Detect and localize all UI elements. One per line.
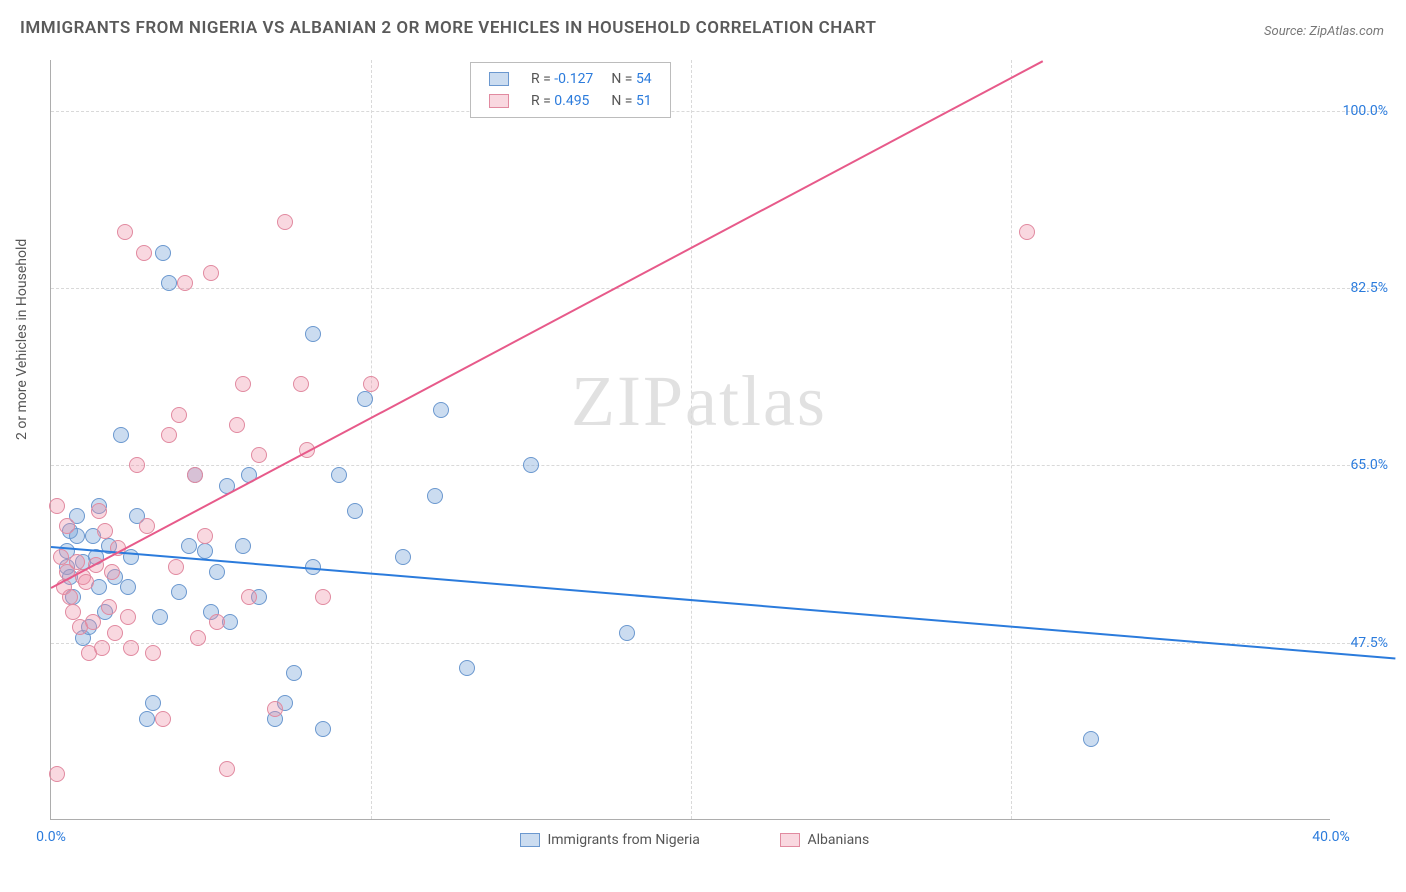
series-legend-item: Albanians bbox=[780, 832, 869, 848]
scatter-point bbox=[65, 604, 81, 620]
scatter-point bbox=[357, 391, 373, 407]
scatter-point bbox=[277, 214, 293, 230]
scatter-point bbox=[187, 467, 203, 483]
scatter-point bbox=[59, 518, 75, 534]
y-axis-label: 2 or more Vehicles in Household bbox=[14, 239, 30, 440]
scatter-point bbox=[197, 528, 213, 544]
scatter-point bbox=[97, 523, 113, 539]
scatter-point bbox=[91, 503, 107, 519]
scatter-point bbox=[168, 559, 184, 575]
scatter-point bbox=[107, 625, 123, 641]
scatter-point bbox=[161, 427, 177, 443]
scatter-point bbox=[171, 407, 187, 423]
scatter-point bbox=[1083, 731, 1099, 747]
scatter-point bbox=[619, 625, 635, 641]
gridline-horizontal bbox=[51, 465, 1380, 466]
scatter-point bbox=[78, 574, 94, 590]
scatter-point bbox=[49, 766, 65, 782]
scatter-point bbox=[363, 376, 379, 392]
series-legend-item: Immigrants from Nigeria bbox=[520, 832, 700, 848]
gridline-vertical bbox=[1011, 60, 1012, 819]
scatter-point bbox=[251, 447, 267, 463]
scatter-point bbox=[120, 609, 136, 625]
scatter-point bbox=[62, 589, 78, 605]
scatter-point bbox=[177, 275, 193, 291]
scatter-point bbox=[152, 609, 168, 625]
y-tick-label: 82.5% bbox=[1332, 280, 1388, 296]
scatter-point bbox=[433, 402, 449, 418]
y-tick-label: 47.5% bbox=[1332, 635, 1388, 651]
legend-swatch bbox=[780, 833, 800, 847]
scatter-point bbox=[49, 498, 65, 514]
scatter-point bbox=[209, 614, 225, 630]
y-tick-label: 65.0% bbox=[1332, 457, 1388, 473]
scatter-point bbox=[229, 417, 245, 433]
scatter-point bbox=[117, 224, 133, 240]
scatter-point bbox=[315, 589, 331, 605]
source-attribution: Source: ZipAtlas.com bbox=[1264, 24, 1384, 39]
chart-title: IMMIGRANTS FROM NIGERIA VS ALBANIAN 2 OR… bbox=[20, 18, 877, 38]
scatter-point bbox=[305, 326, 321, 342]
scatter-point bbox=[155, 711, 171, 727]
scatter-point bbox=[459, 660, 475, 676]
watermark: ZIPatlas bbox=[571, 360, 827, 443]
scatter-point bbox=[293, 376, 309, 392]
scatter-point bbox=[113, 427, 129, 443]
scatter-point bbox=[69, 554, 85, 570]
scatter-point bbox=[209, 564, 225, 580]
scatter-point bbox=[235, 376, 251, 392]
scatter-point bbox=[101, 599, 117, 615]
legend-swatch bbox=[489, 72, 509, 86]
scatter-point bbox=[315, 721, 331, 737]
legend-label: Immigrants from Nigeria bbox=[544, 832, 700, 848]
scatter-point bbox=[139, 711, 155, 727]
scatter-point bbox=[347, 503, 363, 519]
scatter-point bbox=[267, 701, 283, 717]
legend-swatch bbox=[520, 833, 540, 847]
scatter-point bbox=[203, 265, 219, 281]
scatter-plot-area: ZIPatlas 47.5%65.0%82.5%100.0%0.0%40.0% bbox=[50, 60, 1330, 820]
scatter-point bbox=[219, 761, 235, 777]
scatter-point bbox=[286, 665, 302, 681]
legend-swatch bbox=[489, 94, 509, 108]
scatter-point bbox=[155, 245, 171, 261]
correlation-legend: R = -0.127N = 54R = 0.495N = 51 bbox=[470, 62, 671, 118]
scatter-point bbox=[120, 579, 136, 595]
scatter-point bbox=[53, 549, 69, 565]
scatter-point bbox=[85, 614, 101, 630]
scatter-point bbox=[427, 488, 443, 504]
scatter-point bbox=[161, 275, 177, 291]
legend-label: Albanians bbox=[804, 832, 869, 848]
scatter-point bbox=[523, 457, 539, 473]
gridline-horizontal bbox=[51, 643, 1380, 644]
scatter-point bbox=[171, 584, 187, 600]
x-tick-label: 0.0% bbox=[36, 829, 66, 845]
scatter-point bbox=[190, 630, 206, 646]
scatter-point bbox=[129, 457, 145, 473]
gridline-horizontal bbox=[51, 111, 1380, 112]
scatter-point bbox=[145, 695, 161, 711]
scatter-point bbox=[241, 589, 257, 605]
trend-line bbox=[51, 60, 1044, 589]
scatter-point bbox=[145, 645, 161, 661]
scatter-point bbox=[94, 640, 110, 656]
scatter-point bbox=[331, 467, 347, 483]
scatter-point bbox=[235, 538, 251, 554]
scatter-point bbox=[395, 549, 411, 565]
scatter-point bbox=[136, 245, 152, 261]
scatter-point bbox=[123, 640, 139, 656]
scatter-point bbox=[1019, 224, 1035, 240]
y-tick-label: 100.0% bbox=[1332, 103, 1388, 119]
scatter-point bbox=[104, 564, 120, 580]
scatter-point bbox=[181, 538, 197, 554]
x-tick-label: 40.0% bbox=[1312, 829, 1350, 845]
gridline-vertical bbox=[371, 60, 372, 819]
gridline-horizontal bbox=[51, 288, 1380, 289]
scatter-point bbox=[197, 543, 213, 559]
gridline-vertical bbox=[691, 60, 692, 819]
